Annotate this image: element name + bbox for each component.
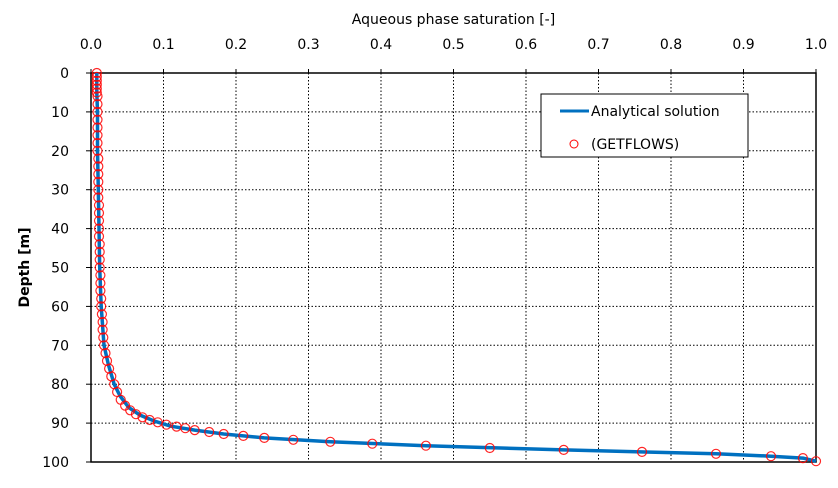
getflows-marker	[97, 316, 108, 328]
y-tick-label: 70	[51, 338, 69, 354]
getflows-marker	[810, 456, 822, 467]
getflows-marker	[484, 442, 495, 454]
getflows-marker	[91, 71, 102, 83]
getflows-marker	[92, 130, 103, 141]
getflows-marker	[95, 285, 106, 296]
getflows-marker	[93, 223, 105, 234]
x-tick-label: 0.6	[515, 37, 537, 53]
getflows-marker	[93, 184, 104, 195]
getflows-marker	[130, 409, 141, 420]
y-tick-label: 30	[51, 183, 69, 199]
x-tick-label: 0.8	[660, 37, 682, 53]
getflows-marker	[93, 153, 104, 164]
getflows-marker	[93, 200, 105, 211]
getflows-marker	[91, 87, 102, 98]
getflows-marker	[710, 448, 722, 459]
getflows-marker	[558, 444, 569, 455]
getflows-marker	[98, 332, 109, 343]
getflows-marker	[204, 426, 215, 438]
getflows-marker	[93, 207, 105, 219]
y-tick-label: 50	[51, 261, 69, 277]
getflows-marker	[92, 98, 103, 110]
getflows-marker	[420, 440, 431, 451]
getflows-marker	[91, 75, 102, 86]
getflows-marker	[95, 278, 106, 289]
getflows-marker	[92, 137, 103, 149]
getflows-marker	[94, 246, 105, 257]
getflows-marker	[325, 436, 336, 447]
x-tick-label: 0.0	[80, 37, 102, 53]
getflows-marker	[94, 262, 105, 273]
getflows-marker	[96, 293, 107, 304]
y-axis-ticks: 0 10 20 30 40 50 60 70 80 90 100	[42, 66, 91, 471]
getflows-marker	[367, 438, 378, 449]
x-tick-label: 0.9	[732, 37, 754, 53]
x-tick-label: 0.2	[225, 37, 247, 53]
getflows-marker	[91, 67, 102, 79]
legend-label-analytical: Analytical solution	[591, 104, 720, 120]
getflows-marker	[92, 122, 103, 133]
getflows-marker	[91, 79, 102, 90]
getflows-marker	[93, 176, 104, 187]
getflows-marker	[93, 231, 105, 242]
x-tick-label: 0.3	[297, 37, 319, 53]
getflows-marker	[92, 106, 103, 118]
x-tick-label: 0.5	[442, 37, 464, 53]
getflows-marker	[93, 192, 104, 203]
x-tick-label: 1.0	[805, 37, 827, 53]
getflows-marker	[94, 254, 105, 265]
getflows-marker	[161, 419, 172, 430]
getflows-marker	[137, 412, 148, 423]
x-tick-label: 0.7	[587, 37, 609, 53]
getflows-marker	[95, 270, 106, 281]
getflows-marker	[259, 432, 270, 443]
getflows-marker	[92, 91, 103, 102]
getflows-marker	[103, 363, 115, 374]
y-tick-label: 80	[51, 377, 69, 393]
x-axis-ticks: 0.0 0.1 0.2 0.3 0.4 0.5 0.6 0.7 0.8 0.9 1.0	[80, 37, 827, 73]
getflows-marker	[636, 446, 648, 457]
legend-circle-marker-icon	[569, 139, 579, 149]
getflows-marker	[797, 453, 809, 464]
y-tick-label: 40	[51, 222, 69, 238]
getflows-marker	[238, 430, 249, 441]
getflows-marker	[288, 434, 299, 445]
getflows-marker	[96, 309, 108, 320]
y-tick-label: 20	[51, 144, 69, 160]
getflows-marker	[93, 169, 104, 180]
getflows-marker	[218, 428, 229, 440]
y-axis-label: Depth [m]	[17, 227, 33, 307]
legend-box	[540, 93, 749, 158]
y-tick-label: 60	[51, 299, 69, 315]
y-tick-label: 90	[51, 416, 69, 432]
x-axis-label: Aqueous phase saturation [-]	[352, 12, 555, 28]
getflows-marker	[189, 425, 200, 436]
getflows-marker	[96, 301, 107, 312]
getflows-marker	[180, 423, 191, 434]
legend-label-getflows: (GETFLOWS)	[591, 137, 679, 153]
getflows-marker	[94, 239, 105, 250]
getflows-marker	[92, 145, 103, 156]
y-tick-label: 0	[60, 66, 69, 82]
getflows-marker	[93, 161, 104, 172]
getflows-marker	[100, 348, 111, 359]
getflows-marker	[92, 114, 103, 125]
x-tick-label: 0.1	[152, 37, 174, 53]
x-tick-label: 0.4	[370, 37, 392, 53]
getflows-marker	[101, 355, 113, 366]
getflows-marker	[93, 215, 105, 226]
y-tick-label: 100	[42, 455, 69, 471]
legend: Analytical solution (GETFLOWS)	[540, 93, 749, 158]
getflows-marker	[97, 324, 108, 335]
getflows-markers	[91, 67, 822, 467]
getflows-marker	[91, 83, 102, 94]
y-tick-label: 10	[51, 105, 69, 121]
getflows-marker	[98, 340, 110, 351]
getflows-marker	[765, 451, 777, 462]
